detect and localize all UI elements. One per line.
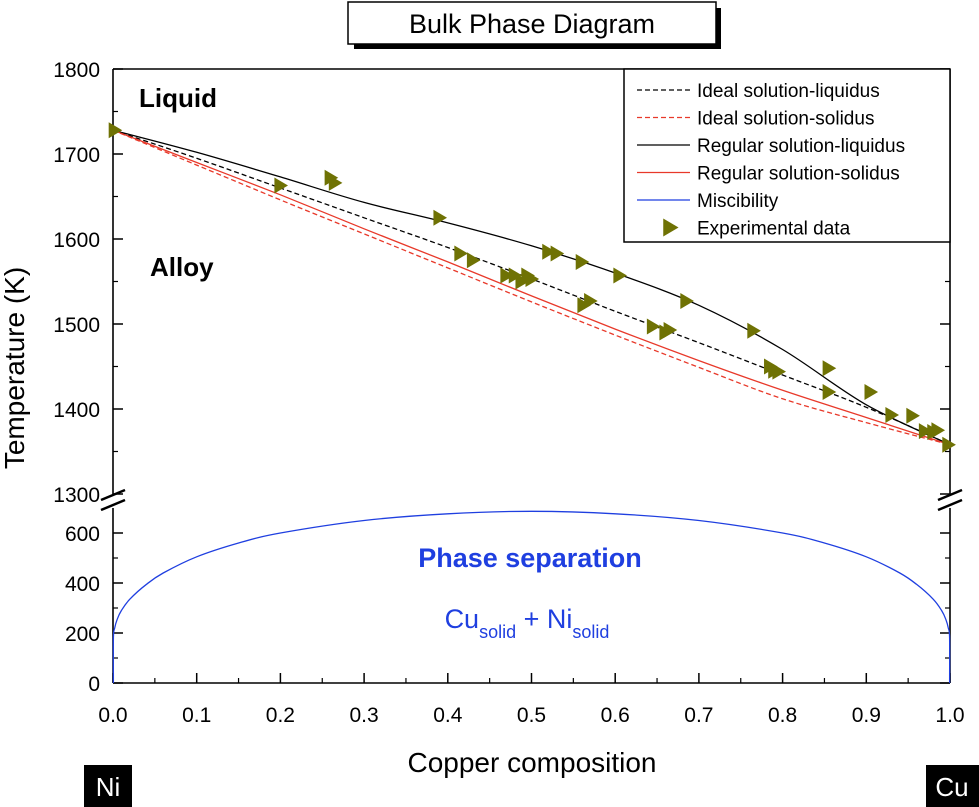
experimental-data-point — [646, 318, 661, 335]
legend: Ideal solution-liquidus Ideal solution-so… — [637, 81, 905, 240]
x-tick-label: 0.8 — [768, 704, 797, 727]
y-tick-label: 400 — [65, 573, 100, 596]
experimental-data-point — [575, 253, 590, 270]
y-tick-label: 1800 — [53, 59, 100, 82]
x-tick-label: 0.6 — [601, 704, 630, 727]
y-tick-label: 1700 — [53, 144, 100, 167]
markers-layer — [108, 122, 956, 453]
legend-label: Regular solution-liquidus — [697, 136, 905, 157]
x-tick-label: 0.2 — [266, 704, 295, 727]
experimental-data-point — [274, 177, 288, 194]
plus-sign: + — [516, 604, 547, 634]
annotation-phase-separation: Phase separation — [418, 543, 642, 573]
x-axis-label: Copper composition — [407, 747, 656, 778]
experimental-data-point — [822, 384, 837, 400]
ni-label: Ni — [547, 604, 573, 634]
annotation-phase-composition: Cusolid + Nisolid — [445, 604, 610, 642]
experimental-data-point — [906, 407, 920, 424]
cu-subscript: solid — [479, 622, 516, 642]
experimental-data-point — [584, 293, 598, 310]
x-tick-label: 0.5 — [517, 704, 546, 727]
experimental-data-point — [822, 360, 837, 377]
experimental-data-point — [454, 245, 468, 262]
experimental-data-point — [680, 293, 694, 310]
cu-label: Cu — [445, 604, 480, 634]
experimental-data-point — [500, 267, 514, 284]
y-tick-label: 200 — [65, 623, 100, 646]
chart-title: Bulk Phase Diagram — [409, 9, 655, 39]
experimental-data-point — [942, 436, 956, 453]
title-box-shadow — [716, 8, 721, 48]
legend-label: Ideal solution-solidus — [697, 109, 874, 130]
legend-label: Miscibility — [697, 191, 779, 212]
axis-break-right — [937, 488, 963, 512]
title-box-shadow — [354, 44, 721, 49]
x-tick-label: 0.7 — [684, 704, 713, 727]
experimental-data-point — [466, 252, 481, 269]
experimental-data-point — [542, 243, 556, 260]
x-tick-label: 0.1 — [182, 704, 211, 727]
ni-subscript: solid — [572, 622, 609, 642]
experimental-data-point — [885, 406, 900, 423]
experimental-data-point — [613, 267, 627, 284]
y-tick-label: 1500 — [53, 314, 100, 337]
y-tick-label: 1400 — [53, 399, 100, 422]
x-tick-label: 0.0 — [98, 704, 127, 727]
experimental-data-point — [328, 174, 343, 191]
x-tick-label: 1.0 — [935, 704, 964, 727]
ni-endpoint-label: Ni — [96, 772, 121, 802]
legend-label: Experimental data — [697, 219, 851, 240]
axis-break-left — [100, 488, 126, 512]
y-tick-label: 600 — [65, 523, 100, 546]
y-axis-label: Temperature (K) — [0, 267, 30, 469]
series-layer — [112, 129, 951, 684]
legend-label: Ideal solution-liquidus — [697, 81, 880, 102]
tick-layer: 0.0 0.1 0.2 0.3 0.4 0.5 0.6 0.7 0.8 0.9 1.0 1300 140… — [53, 59, 964, 727]
cu-endpoint-label: Cu — [935, 772, 968, 802]
experimental-data-point — [525, 270, 540, 287]
legend-box — [623, 68, 951, 243]
y-tick-label: 0 — [88, 673, 100, 696]
experimental-data-point — [918, 423, 933, 440]
x-tick-label: 0.3 — [349, 704, 378, 727]
legend-marker — [663, 218, 679, 237]
cu-endpoint-box — [926, 765, 979, 807]
ni-endpoint-box — [84, 765, 132, 807]
experimental-data-point — [433, 209, 448, 226]
experimental-data-point — [864, 384, 879, 400]
x-tick-label: 0.9 — [852, 704, 881, 727]
experimental-data-point — [772, 363, 787, 380]
series-miscibility — [112, 510, 951, 684]
annotation-alloy: Alloy — [150, 252, 214, 282]
title-box — [347, 1, 717, 45]
experimental-data-point — [931, 422, 946, 439]
experimental-data-point — [747, 322, 761, 339]
x-tick-label: 0.4 — [433, 704, 463, 727]
experimental-data-point — [663, 321, 678, 338]
experimental-data-point — [108, 122, 123, 139]
annotation-liquid: Liquid — [139, 83, 217, 113]
legend-label: Regular solution-solidus — [697, 164, 900, 185]
y-tick-label: 1600 — [53, 229, 100, 252]
series-regular-solution-solidus — [112, 129, 951, 446]
y-tick-label: 1300 — [53, 484, 100, 507]
series-regular-solution-liquidus — [112, 129, 951, 446]
experimental-data-point — [550, 245, 565, 262]
series-ideal-solution-solidus — [112, 129, 951, 446]
